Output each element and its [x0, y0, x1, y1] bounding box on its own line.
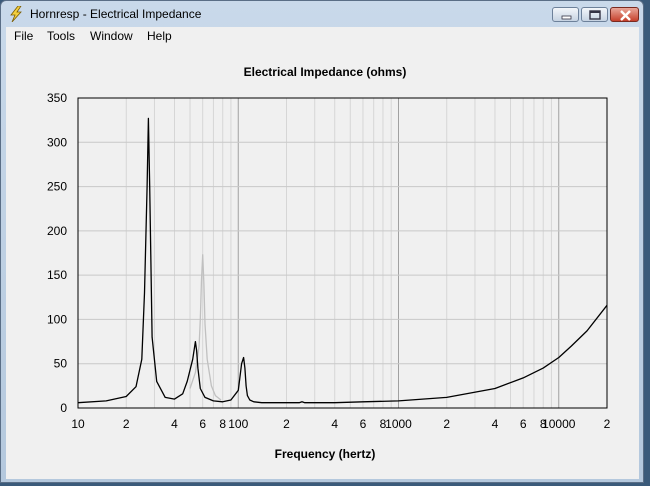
title-bar[interactable]: Hornresp - Electrical Impedance [1, 1, 643, 27]
chart-area: Electrical Impedance (ohms) Frequency (h… [6, 46, 639, 479]
y-tick-label: 150 [47, 268, 67, 282]
plot-frame [77, 97, 608, 409]
y-tick-label: 50 [54, 357, 68, 371]
x-tick-label: 8 [540, 417, 547, 431]
x-tick-label: 2 [123, 417, 130, 431]
y-tick-label: 100 [47, 312, 67, 326]
maximize-button[interactable] [581, 7, 608, 22]
x-tick-label: 8 [219, 417, 226, 431]
y-tick-label: 0 [60, 401, 67, 415]
x-tick-label: 4 [171, 417, 178, 431]
x-axis-label: Frequency (hertz) [275, 447, 376, 461]
x-tick-label: 6 [520, 417, 527, 431]
impedance-series-line [189, 254, 222, 401]
window-title: Hornresp - Electrical Impedance [30, 7, 202, 21]
close-icon [620, 10, 631, 21]
y-tick-label: 250 [47, 180, 67, 194]
menu-file[interactable]: File [14, 29, 34, 43]
x-tick-label: 2 [283, 417, 290, 431]
x-tick-label: 1000 [385, 417, 412, 431]
x-tick-label: 2 [443, 417, 450, 431]
y-tick-label: 300 [47, 135, 67, 149]
x-tick-label: 10 [71, 417, 85, 431]
close-button[interactable] [610, 7, 639, 22]
data-series [77, 117, 608, 404]
impedance-series-line [77, 117, 608, 404]
x-tick-label: 8 [380, 417, 387, 431]
y-tick-label: 200 [47, 224, 67, 238]
grid-lines [78, 98, 607, 408]
y-tick-label: 350 [47, 91, 67, 105]
x-tick-label: 10000 [542, 417, 576, 431]
x-tick-label: 100 [228, 417, 248, 431]
minimize-button[interactable] [552, 7, 579, 22]
x-tick-label: 2 [604, 417, 611, 431]
menu-window[interactable]: Window [90, 29, 133, 43]
menu-tools[interactable]: Tools [47, 29, 76, 43]
chart-title: Electrical Impedance (ohms) [244, 65, 407, 79]
minimize-icon [561, 15, 572, 20]
lightning-icon [10, 6, 22, 22]
menu-bar: File Tools Window Help [6, 27, 639, 46]
impedance-chart: Electrical Impedance (ohms) Frequency (h… [47, 65, 611, 461]
menu-help[interactable]: Help [147, 29, 172, 43]
x-tick-label: 4 [331, 417, 338, 431]
x-tick-label: 6 [199, 417, 206, 431]
x-tick-label: 6 [360, 417, 367, 431]
maximize-icon [589, 10, 601, 20]
x-tick-label: 4 [492, 417, 499, 431]
